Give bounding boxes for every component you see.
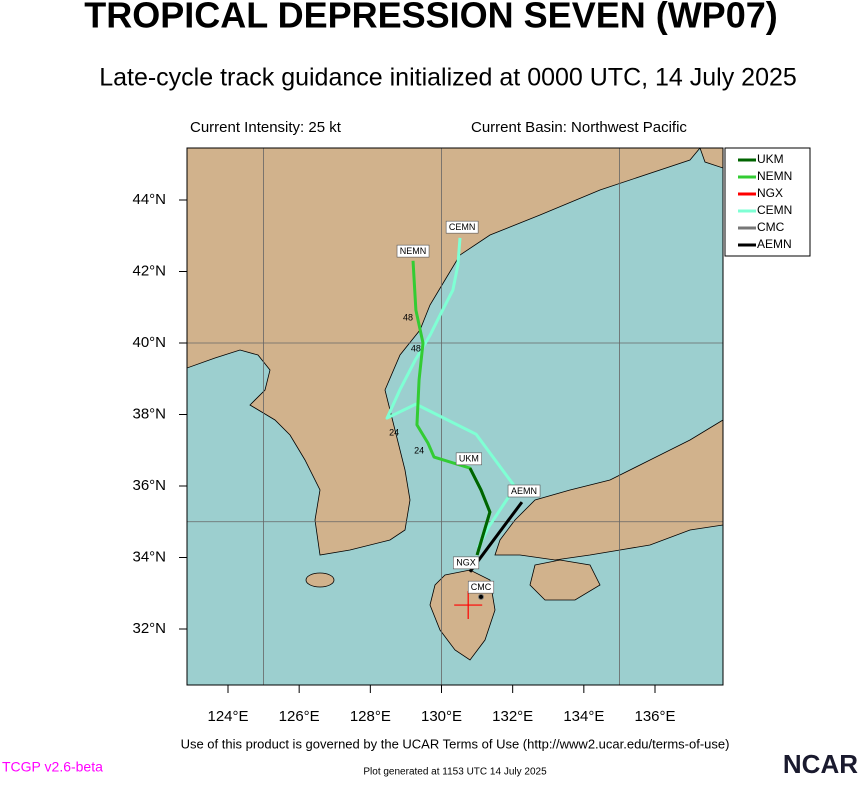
honshu — [494, 419, 723, 561]
grid — [187, 148, 723, 685]
x-tick-label: 124°E — [207, 708, 248, 725]
basin: Current Basin: Northwest Pacific — [471, 119, 687, 136]
track-label-text: NEMN — [400, 246, 427, 256]
x-tick-label: 128°E — [350, 708, 391, 725]
y-tick-label: 42°N — [132, 262, 166, 279]
forecast-hour: 24 — [414, 445, 424, 455]
track-label-text: NGX — [456, 558, 476, 568]
x-tick-label: 132°E — [492, 708, 533, 725]
track-label-box — [396, 244, 430, 258]
track-label-text: UKM — [459, 454, 479, 464]
forecast-hour: 48 — [411, 343, 421, 353]
y-tick-label: 40°N — [132, 334, 166, 351]
x-tick-label: 136°E — [634, 708, 675, 725]
intensity: Current Intensity: 25 kt — [190, 119, 342, 136]
track-marker — [454, 591, 483, 620]
track-label: UKM — [455, 452, 482, 466]
track-label-text: CMC — [471, 582, 492, 592]
track-label: NEMN — [396, 244, 430, 258]
track — [468, 467, 492, 556]
track-label-box — [445, 220, 479, 234]
shikoku — [529, 559, 601, 601]
track-label-box — [467, 580, 495, 594]
track-label: AEMN — [507, 484, 541, 498]
forecast-hour: 48 — [403, 312, 413, 322]
y-tick-label: 36°N — [132, 477, 166, 494]
forecast-hour: 24 — [389, 427, 399, 437]
logo: NCAR — [783, 749, 858, 779]
subtitle: Late-cycle track guidance initialized at… — [99, 64, 797, 92]
jeju — [305, 572, 335, 588]
y-tick-label: 44°N — [132, 191, 166, 208]
track-label-text: CEMN — [449, 222, 476, 232]
map-frame — [186, 147, 724, 686]
legend-label: CMC — [757, 220, 785, 234]
terms: Use of this product is governed by the U… — [181, 736, 730, 751]
y-tick-label: 38°N — [132, 405, 166, 422]
title: TROPICAL DEPRESSION SEVEN (WP07) — [84, 0, 777, 36]
track-label-box — [453, 556, 480, 570]
x-tick-label: 130°E — [421, 708, 462, 725]
track-label-box — [507, 484, 541, 498]
axes: 124°E 126°E 128°E 130°E 132°E 134°E 136°E 32°N 3… — [132, 191, 675, 725]
tracks: UKM NEMN NGX CEMN CMC AEMN 48 48 24 24 — [385, 220, 541, 620]
track-marker — [477, 593, 484, 600]
x-tick-label: 134°E — [563, 708, 604, 725]
legend-label: AEMN — [757, 237, 792, 251]
track-label-text: AEMN — [511, 486, 537, 496]
legend-label: UKM — [757, 152, 784, 166]
track-label: NGX — [453, 556, 480, 570]
generated: Plot generated at 1153 UTC 14 July 2025 — [363, 767, 547, 778]
y-tick-label: 34°N — [132, 548, 166, 565]
russia-east — [699, 148, 723, 169]
version: TCGP v2.6-beta — [2, 759, 103, 775]
legend-box — [724, 147, 811, 257]
legend-label: NEMN — [757, 169, 792, 183]
track-label: CEMN — [445, 220, 479, 234]
mainland-korea — [187, 148, 701, 556]
y-tick-label: 32°N — [132, 620, 166, 637]
legend-label: NGX — [757, 186, 783, 200]
land — [187, 148, 723, 661]
track-label: CMC — [467, 580, 495, 594]
x-tick-label: 126°E — [279, 708, 320, 725]
map-area: UKM NEMN NGX CEMN CMC AEMN 48 48 24 24 — [187, 148, 723, 685]
track-label-box — [455, 452, 482, 466]
legend-label: CEMN — [757, 203, 792, 217]
legend: UKM NEMN NGX CEMN CMC AEMN — [738, 152, 792, 251]
